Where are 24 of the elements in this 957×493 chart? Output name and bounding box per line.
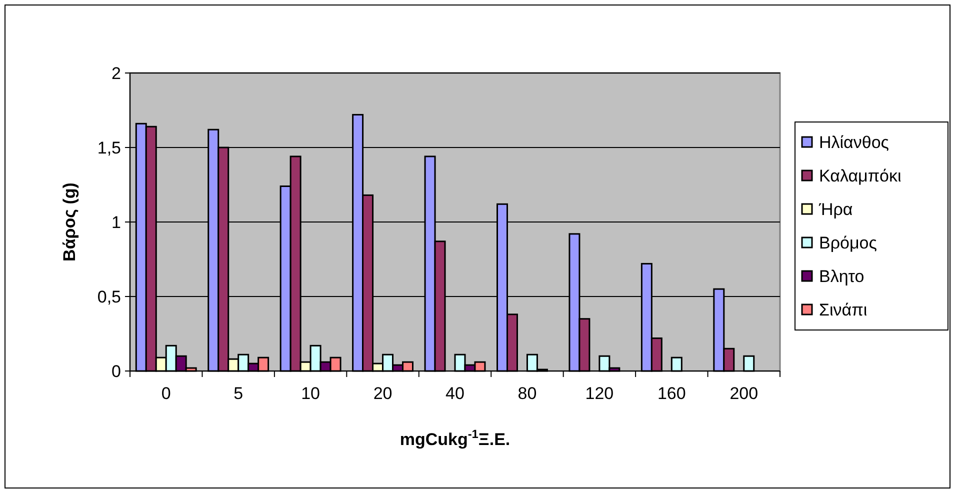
x-tick-label: 20 [373,384,392,403]
x-axis-title: mgCukg$^{-1}$Ξ.Ε. [400,427,510,449]
x-tick-label: 0 [161,384,171,403]
bar [670,356,682,372]
bar [743,355,755,372]
legend-label: Ηλίανθος [819,132,889,152]
legend-label: Ήρα [818,200,853,219]
y-tick-label: 1,5 [97,138,121,158]
legend-label: Βλητο [819,266,864,286]
legend-label: Σινάπι [819,300,868,320]
x-tick-label: 80 [518,384,537,403]
y-axis-title: Βάρος (g) [60,182,79,262]
legend-label: Καλαμπόκι [819,166,902,186]
x-tick-label: 160 [657,384,686,403]
legend-label: Βρόμος [819,233,877,252]
y-tick-label: 1 [112,212,121,232]
x-tick-label: 200 [730,384,758,403]
x-tick-label: 40 [446,384,464,403]
x-tick-label: 10 [301,384,320,403]
y-tick-label: 0 [112,362,121,381]
y-tick-label: 2 [112,64,121,83]
y-tick-label: 0,5 [97,287,121,306]
x-tick-label: 120 [585,384,614,403]
x-tick-label: 5 [234,384,244,403]
